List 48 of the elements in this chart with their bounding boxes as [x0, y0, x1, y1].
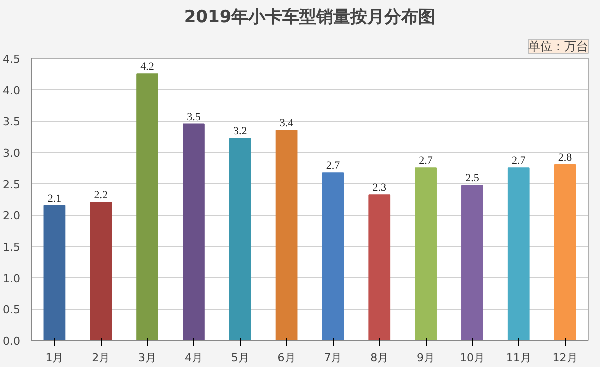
bar: [462, 185, 484, 340]
bar: [508, 168, 530, 340]
data-label: 2.3: [372, 182, 387, 194]
data-label: 3.4: [280, 118, 294, 130]
y-tick-label: 4.5: [3, 53, 21, 66]
y-tick-label: 2.5: [3, 178, 21, 192]
x-tick-label: 12月: [552, 352, 578, 364]
data-label: 2.1: [48, 192, 62, 205]
x-tick-label: 7月: [324, 352, 342, 364]
x-tick-label: 4月: [184, 352, 203, 364]
y-tick-label: 1.0: [3, 272, 21, 286]
data-label: 3.2: [234, 126, 248, 138]
x-tick-label: 6月: [278, 352, 296, 364]
data-label: 3.5: [187, 111, 202, 124]
bar: [90, 202, 112, 340]
bar: [183, 124, 205, 340]
bar: [368, 194, 391, 340]
data-label: 2.7: [512, 155, 526, 168]
data-label: 2.2: [94, 190, 108, 202]
x-tick-label: 10月: [460, 352, 485, 364]
bar: [229, 138, 252, 340]
y-tick-label: 0.5: [3, 304, 21, 317]
data-label: 4.2: [140, 61, 154, 74]
x-tick-label: 2月: [92, 352, 110, 364]
bar: [415, 168, 437, 340]
bar: [554, 164, 576, 340]
x-tick-label: 5月: [231, 352, 250, 364]
x-tick-label: 11月: [506, 352, 532, 364]
x-tick-label: 9月: [417, 352, 436, 364]
data-label: 2.7: [326, 160, 341, 172]
bar: [322, 172, 344, 340]
bar: [44, 205, 66, 340]
data-label: 2.5: [466, 172, 480, 185]
x-tick-label: 1月: [46, 352, 64, 364]
bar: [276, 130, 298, 340]
data-label: 2.8: [558, 152, 573, 164]
text: 单位：万台: [528, 40, 588, 54]
y-tick-label: 3.5: [3, 116, 21, 129]
y-tick-label: 0.0: [3, 335, 21, 348]
y-tick-label: 2.0: [3, 210, 21, 223]
data-label: 2.7: [419, 155, 434, 168]
y-tick-label: 1.5: [3, 241, 21, 254]
bar: [136, 74, 158, 340]
y-tick-label: 3.0: [3, 147, 21, 160]
x-tick-label: 3月: [138, 352, 157, 364]
x-tick-label: 8月: [370, 352, 389, 364]
chart-title: 2019年小卡车型销量按月分布图: [184, 8, 436, 28]
y-tick-label: 4.0: [3, 84, 21, 98]
